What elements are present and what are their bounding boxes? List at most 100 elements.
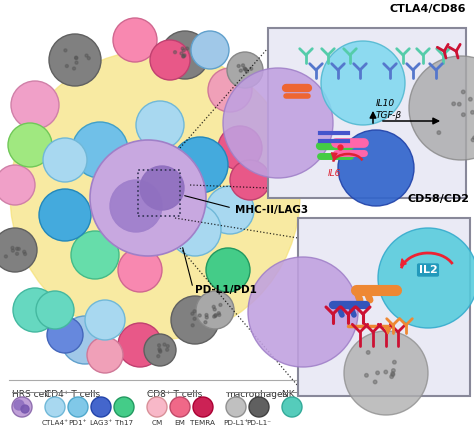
Circle shape xyxy=(182,49,185,52)
Circle shape xyxy=(85,54,88,57)
Text: IL10: IL10 xyxy=(376,99,395,108)
Circle shape xyxy=(11,81,59,129)
Circle shape xyxy=(173,51,176,54)
Text: LAG3⁺: LAG3⁺ xyxy=(90,420,112,426)
Circle shape xyxy=(384,370,388,374)
Circle shape xyxy=(10,50,300,340)
Circle shape xyxy=(64,49,67,52)
Text: CTLA4⁺: CTLA4⁺ xyxy=(42,420,69,426)
Circle shape xyxy=(74,56,78,59)
Circle shape xyxy=(47,317,83,353)
Circle shape xyxy=(150,40,190,80)
Circle shape xyxy=(338,130,414,206)
Circle shape xyxy=(170,397,190,417)
Circle shape xyxy=(248,257,358,367)
Circle shape xyxy=(157,344,161,347)
Text: PD-L1/PD1: PD-L1/PD1 xyxy=(195,285,257,295)
Circle shape xyxy=(161,31,209,79)
Circle shape xyxy=(21,405,29,413)
Circle shape xyxy=(159,350,162,353)
Text: PD-L1⁻: PD-L1⁻ xyxy=(246,420,272,426)
Circle shape xyxy=(196,291,234,329)
Circle shape xyxy=(166,344,169,347)
Text: macrophages: macrophages xyxy=(226,390,287,399)
Bar xyxy=(298,218,470,396)
Circle shape xyxy=(136,101,184,149)
Circle shape xyxy=(230,160,270,200)
Circle shape xyxy=(206,186,254,234)
Circle shape xyxy=(157,354,160,358)
Text: CD8⁺ T cells: CD8⁺ T cells xyxy=(147,390,202,399)
Circle shape xyxy=(75,61,78,64)
Circle shape xyxy=(321,41,405,125)
Circle shape xyxy=(217,312,220,315)
Circle shape xyxy=(462,113,465,116)
Circle shape xyxy=(365,374,368,377)
Circle shape xyxy=(180,52,183,55)
Text: HRS cell: HRS cell xyxy=(12,390,49,399)
Circle shape xyxy=(36,291,74,329)
Circle shape xyxy=(226,397,246,417)
Circle shape xyxy=(118,323,162,367)
Text: MHC-II/LAG3: MHC-II/LAG3 xyxy=(235,205,308,215)
Circle shape xyxy=(193,310,196,313)
Circle shape xyxy=(186,47,189,50)
Circle shape xyxy=(376,371,379,375)
Text: IL2: IL2 xyxy=(419,265,438,275)
Circle shape xyxy=(71,231,119,279)
Circle shape xyxy=(392,361,396,364)
Circle shape xyxy=(147,397,167,417)
Circle shape xyxy=(392,369,395,372)
Circle shape xyxy=(45,397,65,417)
Circle shape xyxy=(144,334,176,366)
Circle shape xyxy=(193,317,196,320)
Circle shape xyxy=(205,313,208,317)
Circle shape xyxy=(378,228,474,328)
Circle shape xyxy=(390,375,393,378)
Circle shape xyxy=(437,131,441,134)
Text: CTLA4/CD86: CTLA4/CD86 xyxy=(390,4,466,14)
Text: PD-L1⁺: PD-L1⁺ xyxy=(223,420,248,426)
Circle shape xyxy=(113,18,157,62)
Circle shape xyxy=(471,138,474,142)
Circle shape xyxy=(243,67,246,70)
Circle shape xyxy=(91,397,111,417)
Text: TEMRA: TEMRA xyxy=(191,420,216,426)
Circle shape xyxy=(8,123,52,167)
Circle shape xyxy=(391,372,394,375)
Circle shape xyxy=(118,248,162,292)
Circle shape xyxy=(191,312,194,315)
Circle shape xyxy=(208,68,252,112)
Circle shape xyxy=(250,67,253,70)
Circle shape xyxy=(242,64,245,67)
Circle shape xyxy=(24,252,27,255)
Text: CD4⁺ T cells: CD4⁺ T cells xyxy=(45,390,100,399)
Circle shape xyxy=(16,252,18,255)
Circle shape xyxy=(462,90,465,94)
Circle shape xyxy=(16,247,18,250)
Text: CD58/CD2: CD58/CD2 xyxy=(408,194,470,204)
Text: NK cells: NK cells xyxy=(282,390,318,399)
Text: TGF-β: TGF-β xyxy=(376,111,402,120)
Circle shape xyxy=(0,165,35,205)
Circle shape xyxy=(114,397,134,417)
Circle shape xyxy=(391,373,395,376)
Circle shape xyxy=(182,54,185,58)
Circle shape xyxy=(61,316,109,364)
Circle shape xyxy=(218,126,262,170)
Circle shape xyxy=(171,296,219,344)
Text: CM: CM xyxy=(151,420,163,426)
Circle shape xyxy=(39,189,91,241)
Circle shape xyxy=(110,180,162,232)
Bar xyxy=(268,28,466,198)
Circle shape xyxy=(140,166,184,210)
Circle shape xyxy=(206,248,250,292)
Circle shape xyxy=(75,57,78,60)
Circle shape xyxy=(166,348,169,351)
Circle shape xyxy=(4,255,8,258)
Circle shape xyxy=(191,31,229,69)
Circle shape xyxy=(191,324,194,327)
Circle shape xyxy=(43,138,87,182)
Circle shape xyxy=(219,303,222,307)
Circle shape xyxy=(244,68,246,71)
